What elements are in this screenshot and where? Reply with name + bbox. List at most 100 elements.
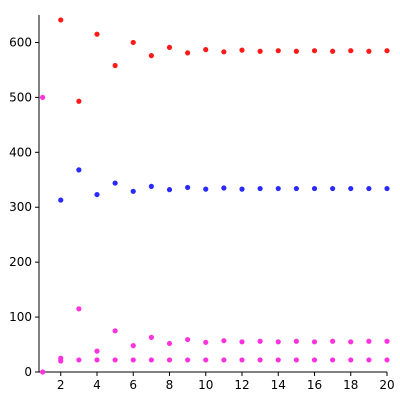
- data-point: [384, 185, 390, 192]
- series-3: [40, 357, 390, 375]
- data-point: [275, 339, 281, 345]
- x-tick-label: 8: [166, 378, 174, 392]
- data-point: [130, 343, 136, 349]
- data-point: [94, 31, 100, 37]
- data-point: [76, 306, 82, 312]
- data-point: [366, 338, 372, 344]
- data-point: [40, 369, 46, 375]
- data-point: [185, 184, 191, 191]
- y-tick-label: 400: [9, 145, 32, 159]
- data-point: [384, 338, 390, 344]
- data-point: [239, 357, 245, 363]
- y-tick-label: 500: [9, 90, 32, 104]
- data-point: [257, 338, 263, 344]
- data-point: [293, 357, 299, 363]
- data-point: [257, 357, 263, 363]
- data-point: [94, 191, 100, 198]
- data-point: [130, 39, 136, 46]
- data-point: [185, 357, 191, 363]
- data-point: [76, 357, 82, 363]
- y-tick-label: 100: [9, 310, 32, 324]
- data-point: [166, 44, 173, 51]
- x-tick-label: 10: [198, 378, 213, 392]
- data-point: [275, 48, 281, 54]
- data-point: [275, 185, 281, 192]
- data-point: [384, 357, 390, 363]
- data-point: [76, 167, 82, 173]
- series-0: [58, 17, 390, 104]
- data-point: [275, 357, 281, 363]
- data-point: [148, 357, 154, 363]
- data-point: [221, 338, 227, 344]
- data-point: [130, 357, 136, 363]
- series-2: [40, 94, 390, 361]
- data-point: [185, 336, 191, 343]
- data-point: [76, 98, 82, 104]
- data-point: [148, 183, 154, 189]
- data-point: [311, 339, 318, 345]
- y-tick-label: 0: [24, 365, 32, 379]
- data-point: [112, 180, 118, 186]
- y-tick-label: 200: [9, 255, 32, 269]
- data-point: [257, 185, 263, 192]
- data-point: [239, 339, 245, 345]
- data-point: [203, 186, 209, 192]
- data-point: [148, 53, 154, 59]
- x-tick-label: 18: [343, 378, 358, 392]
- y-tick-label: 300: [9, 200, 32, 214]
- data-point: [348, 339, 354, 345]
- data-point: [130, 188, 136, 194]
- data-point: [112, 62, 118, 69]
- data-point: [203, 47, 209, 53]
- x-tick-label: 16: [307, 378, 322, 392]
- data-point: [330, 338, 336, 344]
- data-point: [166, 357, 173, 363]
- data-point: [239, 47, 245, 53]
- x-tick-label: 12: [234, 378, 249, 392]
- data-points: [40, 17, 390, 375]
- data-point: [366, 48, 372, 54]
- x-tick-label: 4: [93, 378, 101, 392]
- y-tick-label: 600: [9, 35, 32, 49]
- data-point: [58, 197, 64, 203]
- data-point: [330, 185, 336, 192]
- data-point: [348, 357, 354, 363]
- data-point: [293, 48, 299, 54]
- data-point: [94, 357, 100, 363]
- data-point: [185, 50, 191, 56]
- data-point: [203, 357, 209, 363]
- data-point: [257, 48, 263, 54]
- series-1: [58, 167, 390, 203]
- data-point: [348, 185, 354, 192]
- data-point: [293, 185, 299, 192]
- data-point: [112, 357, 118, 363]
- data-point: [330, 48, 336, 54]
- data-point: [166, 340, 173, 347]
- data-point: [330, 357, 336, 363]
- data-point: [348, 48, 354, 54]
- axes: [38, 15, 387, 373]
- data-point: [94, 348, 100, 354]
- x-tick-label: 14: [271, 378, 286, 392]
- data-point: [148, 334, 154, 340]
- data-point: [58, 17, 64, 23]
- data-point: [239, 186, 245, 192]
- data-point: [58, 358, 64, 364]
- data-point: [221, 49, 227, 55]
- x-tick-label: 20: [379, 378, 394, 392]
- data-point: [40, 94, 46, 100]
- data-point: [311, 185, 318, 192]
- data-point: [311, 357, 318, 363]
- data-point: [366, 357, 372, 363]
- data-point: [366, 185, 372, 192]
- data-point: [311, 48, 318, 54]
- data-point: [221, 185, 227, 191]
- data-point: [112, 328, 118, 334]
- data-point: [221, 357, 227, 363]
- data-point: [166, 187, 173, 193]
- data-point: [203, 339, 209, 345]
- x-tick-label: 6: [129, 378, 137, 392]
- data-point: [384, 48, 390, 54]
